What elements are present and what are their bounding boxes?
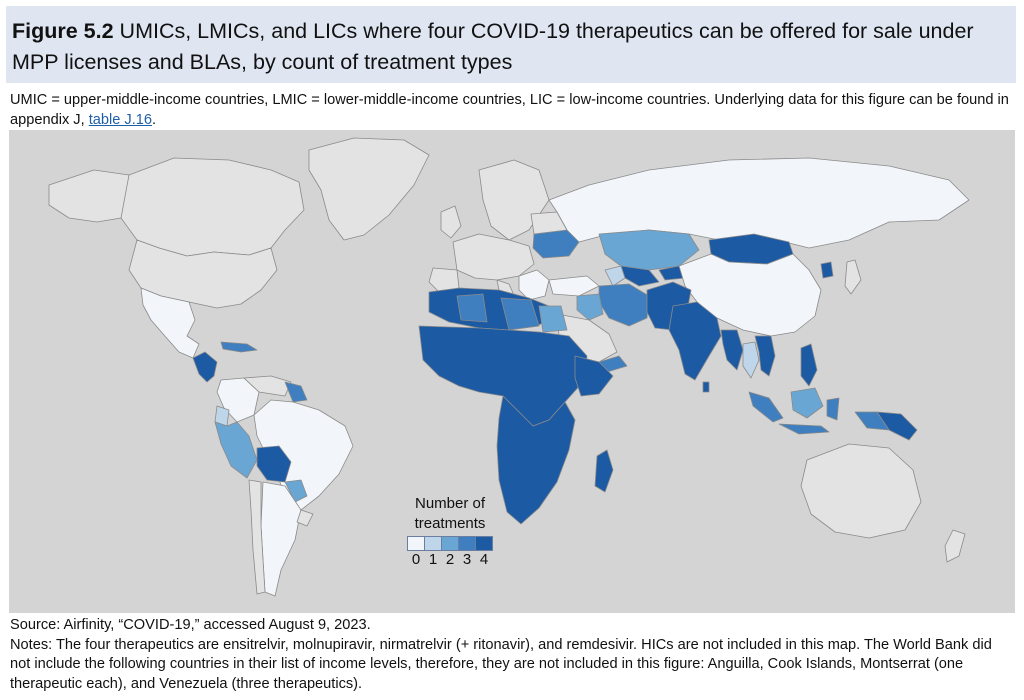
figure-title: UMICs, LMICs, and LICs where four COVID-…	[12, 19, 974, 74]
sri-lanka	[703, 382, 709, 392]
legend-label-2: 2	[442, 551, 459, 569]
guyana	[285, 382, 307, 402]
figure-description: UMIC = upper-middle-income countries, LM…	[10, 90, 1014, 130]
caribbean	[221, 342, 257, 352]
iran	[599, 284, 649, 326]
legend-swatches	[395, 536, 505, 551]
central-america	[193, 352, 217, 382]
legend-label-1: 1	[425, 551, 442, 569]
legend-swatch-3	[458, 536, 476, 551]
north-korea	[821, 262, 833, 278]
balkans	[519, 270, 549, 300]
japan	[845, 260, 861, 294]
source-line: Source: Airfinity, “COVID-19,” accessed …	[10, 616, 1014, 636]
legend-swatch-1	[424, 536, 442, 551]
world-map: Number of treatments 0 1 2 3 4	[9, 130, 1015, 613]
peru	[215, 422, 257, 478]
legend-label-0: 0	[408, 551, 425, 569]
australia	[801, 444, 921, 538]
alaska	[49, 170, 129, 222]
legend-swatch-2	[441, 536, 459, 551]
figure-page: Figure 5.2 UMICs, LMICs, and LICs where …	[0, 0, 1024, 700]
legend-swatch-0	[407, 536, 425, 551]
description-text: UMIC = upper-middle-income countries, LM…	[10, 92, 1009, 128]
legend-swatch-4	[475, 536, 493, 551]
figure-label: Figure 5.2	[12, 19, 114, 43]
legend-title-line1: Number of	[395, 494, 505, 514]
greenland	[309, 138, 429, 240]
thailand	[743, 342, 759, 378]
description-suffix: .	[152, 112, 156, 128]
figure-title-box: Figure 5.2 UMICs, LMICs, and LICs where …	[6, 6, 1016, 83]
sulawesi	[827, 398, 839, 420]
legend-labels: 0 1 2 3 4	[395, 551, 505, 569]
notes-text: Notes: The four therapeutics are ensitre…	[10, 636, 1014, 695]
legend-label-4: 4	[476, 551, 493, 569]
madagascar	[595, 450, 613, 492]
java	[779, 424, 829, 434]
turkmenistan	[605, 266, 625, 286]
canada	[117, 158, 304, 256]
source-notes: Source: Airfinity, “COVID-19,” accessed …	[10, 616, 1014, 694]
myanmar	[721, 330, 743, 370]
philippines	[801, 344, 817, 386]
uk	[441, 206, 461, 238]
algeria-north	[457, 294, 487, 322]
legend-title-line2: treatments	[395, 514, 505, 534]
world-map-svg	[9, 130, 1015, 613]
iraq	[577, 294, 603, 320]
new-zealand	[945, 530, 965, 562]
borneo	[791, 388, 823, 418]
egypt	[539, 306, 567, 332]
turkey	[549, 276, 599, 296]
sumatra	[749, 392, 783, 422]
table-link[interactable]: table J.16	[89, 112, 152, 128]
legend-label-3: 3	[459, 551, 476, 569]
map-legend: Number of treatments 0 1 2 3 4	[395, 494, 505, 569]
western-europe	[453, 234, 534, 280]
